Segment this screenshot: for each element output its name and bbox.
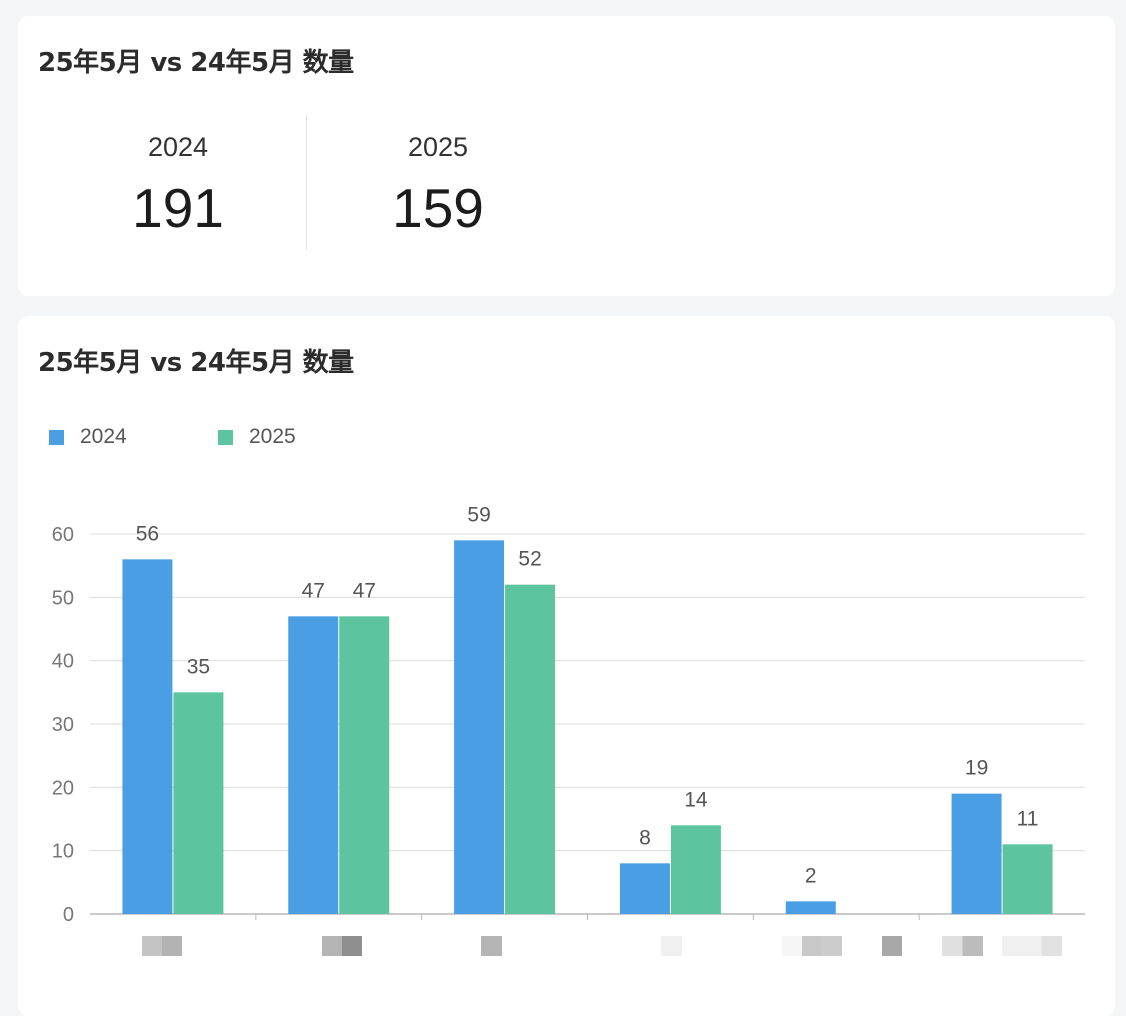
data-label-2024-5: 19 xyxy=(965,757,988,780)
data-label-2025-1: 47 xyxy=(353,579,376,602)
y-tick-label: 30 xyxy=(52,714,74,736)
summary-card-title: 25年5月 vs 24年5月 数量 xyxy=(38,48,354,78)
data-label-2024-4: 2 xyxy=(805,864,817,887)
bar-2025-2 xyxy=(505,584,556,914)
stat-2024-label: 2024 xyxy=(147,132,209,162)
bar-2025-0 xyxy=(173,692,224,914)
y-tick-label: 50 xyxy=(52,587,74,609)
bar-2024-4 xyxy=(785,901,836,914)
y-tick-label: 20 xyxy=(52,777,74,799)
bar-2024-0 xyxy=(122,559,173,914)
bar-2025-1 xyxy=(339,616,390,914)
y-tick-label: 10 xyxy=(52,841,74,863)
summary-card: 25年5月 vs 24年5月 数量 2024 191 2025 159 xyxy=(18,16,1115,296)
blurred-category-label xyxy=(782,936,842,956)
stat-2024: 2024 191 xyxy=(48,130,308,242)
stat-2024-value: 191 xyxy=(132,177,224,239)
stat-2025-label: 2025 xyxy=(407,132,469,162)
bar-chart: 0 10 20 30 40 50 60 56 35 47 47 59 52 8 14 2 19 11 xyxy=(52,503,1085,926)
blurred-category-label xyxy=(882,936,902,956)
bar-2024-1 xyxy=(288,616,339,914)
data-label-2024-0: 56 xyxy=(136,522,159,545)
blurred-category-label xyxy=(481,936,502,956)
blurred-category-label xyxy=(142,936,182,956)
legend-swatch-2025 xyxy=(218,429,233,445)
y-tick-label: 60 xyxy=(52,524,74,546)
blurred-category-label xyxy=(661,936,682,956)
legend-label-2024: 2024 xyxy=(80,425,127,448)
chart-card: 25年5月 vs 24年5月 数量 2024 2025 0 10 20 30 40 50 6… xyxy=(18,316,1115,1016)
data-label-2025-0: 35 xyxy=(187,655,210,678)
stat-2025: 2025 159 xyxy=(308,130,568,242)
data-label-2024-3: 8 xyxy=(639,826,651,849)
legend-item-2024[interactable]: 2024 xyxy=(49,422,127,452)
data-label-2025-2: 52 xyxy=(518,548,541,571)
stat-2025-value: 159 xyxy=(392,177,484,239)
data-label-2025-5: 11 xyxy=(1017,807,1039,830)
stat-divider xyxy=(306,114,307,250)
data-label-2025-3: 14 xyxy=(684,788,708,811)
legend-item-2025[interactable]: 2025 xyxy=(218,422,296,452)
data-label-2024-2: 59 xyxy=(467,503,490,526)
y-tick-label: 0 xyxy=(63,904,74,926)
bar-2024-3 xyxy=(619,863,670,914)
blurred-category-label xyxy=(942,936,1062,956)
y-tick-label: 40 xyxy=(52,651,74,673)
legend-label-2025: 2025 xyxy=(249,425,296,448)
bar-2024-2 xyxy=(454,540,505,914)
bar-2024-5 xyxy=(951,793,1002,914)
data-label-2024-1: 47 xyxy=(302,579,325,602)
legend-swatch-2024 xyxy=(49,429,64,445)
chart-card-title: 25年5月 vs 24年5月 数量 xyxy=(38,348,354,378)
blurred-category-label xyxy=(322,936,362,956)
bar-2025-5 xyxy=(1002,844,1053,914)
bar-2025-3 xyxy=(670,825,721,914)
